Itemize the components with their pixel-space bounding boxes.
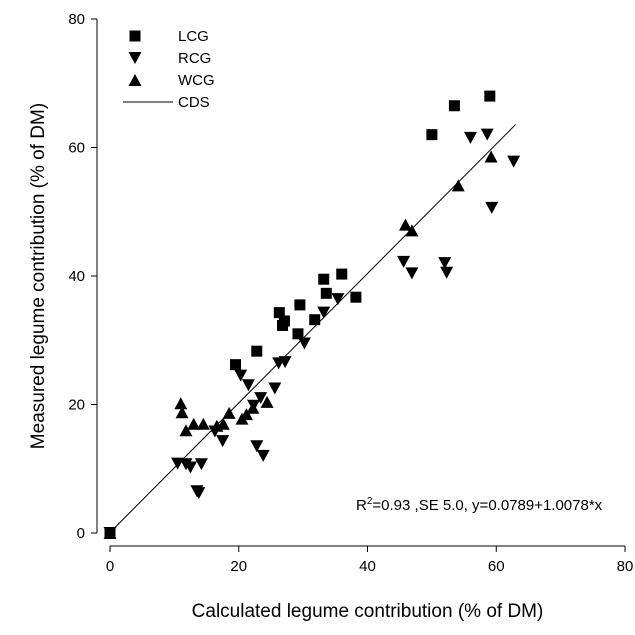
lcg-point [318,273,330,285]
lcg-point [336,268,348,280]
lcg-point [292,328,304,340]
regression-annotation: R2=0.93 ,SE 5.0, y=0.0789+1.0078*x [356,496,603,514]
rcg-point [256,449,270,462]
y-axis-title: Measured legume contribution (% of DM) [28,103,49,449]
wcg-point [405,224,419,237]
y-tick-label: 60 [68,140,85,157]
annotation-r: R [356,497,367,514]
wcg-point [179,424,193,437]
wcg-point [103,527,117,539]
wcg-point [175,406,189,419]
rcg-point [397,255,411,268]
x-tick-label: 80 [617,558,634,575]
lcg-point [350,291,362,303]
legend-swatch-square [129,30,141,42]
x-tick-label: 0 [106,558,114,575]
lcg-point [309,314,321,326]
lcg-point [426,129,438,141]
lcg-point [448,100,460,112]
wcg-point [398,218,412,231]
wcg-point [187,417,201,430]
wcg-point [174,397,188,410]
regression-line-group [109,124,516,533]
lcg-point [320,287,332,299]
lcg-point [251,345,263,357]
legend-label: RCG [178,50,211,67]
lcg-point [484,90,496,102]
series-wcg [103,150,498,539]
legend-item-rcg: RCG [128,50,211,67]
rcg-point [507,155,521,168]
legend-swatch-triangle-up [128,74,142,86]
x-axis-title: Calculated legume contribution (% of DM) [192,601,544,622]
legend-label: LCG [178,28,209,45]
y-tick-label: 80 [68,11,85,28]
rcg-point [480,128,494,141]
rcg-point [234,369,248,382]
rcg-point [438,257,452,270]
wcg-point [260,395,274,408]
annotation-r-superscript: 2 [367,496,373,507]
y-axis-ticks: 0 20 40 60 80 [68,11,97,542]
legend-label: WCG [178,72,215,89]
legend-item-cds: CDS [123,94,210,111]
wcg-point [222,406,236,419]
x-tick-label: 20 [230,558,247,575]
regression-line [109,124,516,533]
wcg-point [239,408,253,421]
wcg-point [451,179,465,192]
y-tick-label: 40 [68,268,85,285]
rcg-point [485,201,499,214]
rcg-point [194,458,208,471]
rcg-point [317,306,331,319]
wcg-point [246,401,260,414]
rcg-point [331,293,345,306]
lcg-point [278,315,290,327]
rcg-point [405,267,419,280]
rcg-point [254,392,268,405]
rcg-point [278,356,292,369]
rcg-point [250,440,264,453]
data-points [103,90,521,539]
rcg-point [440,266,454,279]
rcg-point [268,382,282,395]
legend-item-wcg: WCG [128,72,215,89]
wcg-point [484,150,498,163]
x-tick-label: 40 [359,558,376,575]
wcg-point [216,417,230,430]
rcg-point [241,379,255,392]
y-tick-label: 0 [77,525,85,542]
rcg-point [297,337,311,350]
legend-item-lcg: LCG [129,28,209,45]
legend-swatch-triangle-down [128,52,142,64]
series-lcg [104,90,496,539]
lcg-point [230,359,242,371]
y-tick-label: 20 [68,397,85,414]
x-tick-label: 60 [488,558,505,575]
x-axis-ticks: 0 20 40 60 80 [106,546,634,575]
rcg-point [464,131,477,144]
wcg-point [196,417,210,430]
lcg-point [294,299,306,311]
legend: LCG RCG WCG CDS [123,28,215,111]
lcg-point [273,307,285,319]
legend-label: CDS [178,94,210,111]
rcg-point [183,461,197,474]
rcg-point [216,435,230,448]
rcg-point [192,487,206,500]
annotation-text: =0.93 ,SE 5.0, y=0.0789+1.0078*x [372,497,602,514]
